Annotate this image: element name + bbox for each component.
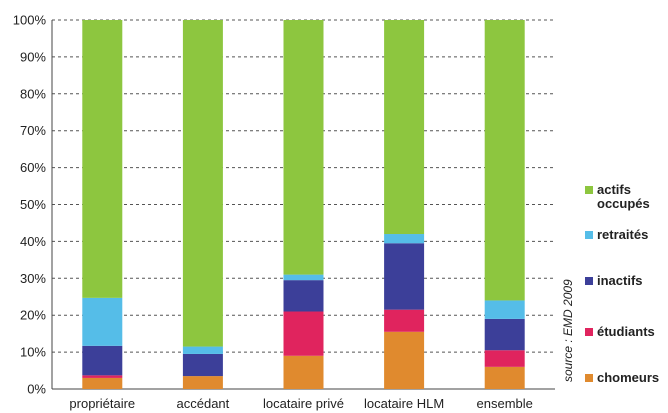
y-tick-label: 60% <box>20 160 46 175</box>
bar-segment <box>484 300 525 319</box>
bar-segment <box>384 331 425 389</box>
bar-segment <box>82 297 123 346</box>
y-tick-labels: 0% 10% 20% 30% 40% 50% 60% 70% 80% 90% 100% <box>13 13 47 397</box>
y-tick-label: 10% <box>20 345 46 360</box>
bar-segment <box>384 309 425 332</box>
y-tick-label: 0% <box>27 382 46 397</box>
bar-segment <box>182 346 223 354</box>
x-tick-labels: propriétaire accédant locataire privé locat… <box>69 396 532 411</box>
legend-label: inactifs <box>597 273 643 288</box>
bar-segment <box>283 20 324 275</box>
bar-segment <box>82 20 123 298</box>
bar-segment <box>283 274 324 281</box>
y-tick-label: 80% <box>20 86 46 101</box>
bar-segment <box>82 375 123 378</box>
bar-segment <box>484 350 525 367</box>
legend-label: actifs occupés <box>597 182 650 211</box>
y-tick-label: 50% <box>20 197 46 212</box>
x-tick-label: ensemble <box>477 396 533 411</box>
bar-segment <box>484 318 525 351</box>
legend-swatch <box>585 328 593 336</box>
legend-label: étudiants <box>597 324 655 339</box>
bars <box>82 20 525 389</box>
y-tick-label: 20% <box>20 308 46 323</box>
x-tick-label: accédant <box>177 396 230 411</box>
x-tick-label: locataire HLM <box>364 396 444 411</box>
bar-segment <box>484 20 525 301</box>
bar-segment <box>182 353 223 377</box>
bar-segment <box>82 377 123 389</box>
source-note: source : EMD 2009 <box>561 279 575 382</box>
y-tick-label: 40% <box>20 234 46 249</box>
bar-segment <box>82 345 123 376</box>
bar-segment <box>182 376 223 389</box>
bar-segment <box>384 243 425 310</box>
legend-label: chomeurs <box>597 370 659 385</box>
bar-segment <box>182 20 223 347</box>
bar-segment <box>484 366 525 389</box>
bar-segment <box>283 280 324 312</box>
x-tick-label: locataire privé <box>263 396 344 411</box>
legend-swatch <box>585 186 593 194</box>
bar-segment <box>283 355 324 389</box>
legend-label: retraités <box>597 227 648 242</box>
bar-segment <box>384 20 425 235</box>
y-tick-label: 70% <box>20 123 46 138</box>
legend: actifs occupés retraités inactifs étudiants c… <box>585 182 659 385</box>
bar-segment <box>283 311 324 356</box>
y-tick-label: 90% <box>20 49 46 64</box>
legend-swatch <box>585 374 593 382</box>
legend-swatch <box>585 277 593 285</box>
bar-segment <box>384 234 425 244</box>
y-tick-label: 30% <box>20 271 46 286</box>
legend-swatch <box>585 231 593 239</box>
y-tick-label: 100% <box>13 13 47 28</box>
x-tick-label: propriétaire <box>69 396 135 411</box>
